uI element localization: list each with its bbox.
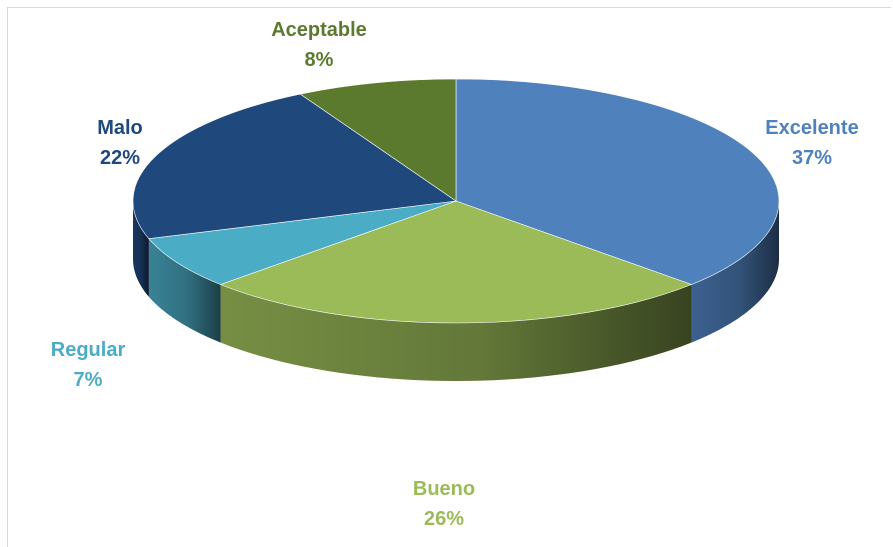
slice-pct-aceptable: 8% bbox=[305, 49, 334, 71]
pie-slice-regular bbox=[148, 200, 457, 285]
pie-slice-aceptable bbox=[299, 78, 457, 202]
slice-pct-bueno: 26% bbox=[424, 508, 464, 530]
pie-slice-bueno bbox=[219, 200, 693, 324]
pie-side-shade-bueno bbox=[220, 284, 692, 381]
slice-pct-malo: 22% bbox=[100, 147, 140, 169]
slice-label-malo: Malo bbox=[97, 117, 143, 139]
slice-label-excelente: Excelente bbox=[765, 117, 858, 139]
pie-tops bbox=[132, 78, 780, 324]
slice-pct-excelente: 37% bbox=[792, 147, 832, 169]
slice-label-aceptable: Aceptable bbox=[271, 19, 367, 41]
pie-side-shade-regular bbox=[148, 238, 221, 343]
slice-pct-regular: 7% bbox=[74, 369, 103, 391]
slice-label-regular: Regular bbox=[51, 339, 126, 361]
pie-slice-excelente bbox=[455, 78, 780, 285]
pie-side-shade-malo bbox=[133, 201, 149, 297]
pie-side-shade-excelente bbox=[691, 201, 779, 343]
pie-slice-malo bbox=[132, 93, 457, 240]
chart-frame bbox=[7, 7, 891, 547]
pie-labels: Excelente 37% Bueno 26% Regular 7% Malo 22% Acep… bbox=[51, 19, 859, 530]
slice-label-bueno: Bueno bbox=[413, 478, 475, 500]
pie-sides bbox=[133, 201, 779, 381]
